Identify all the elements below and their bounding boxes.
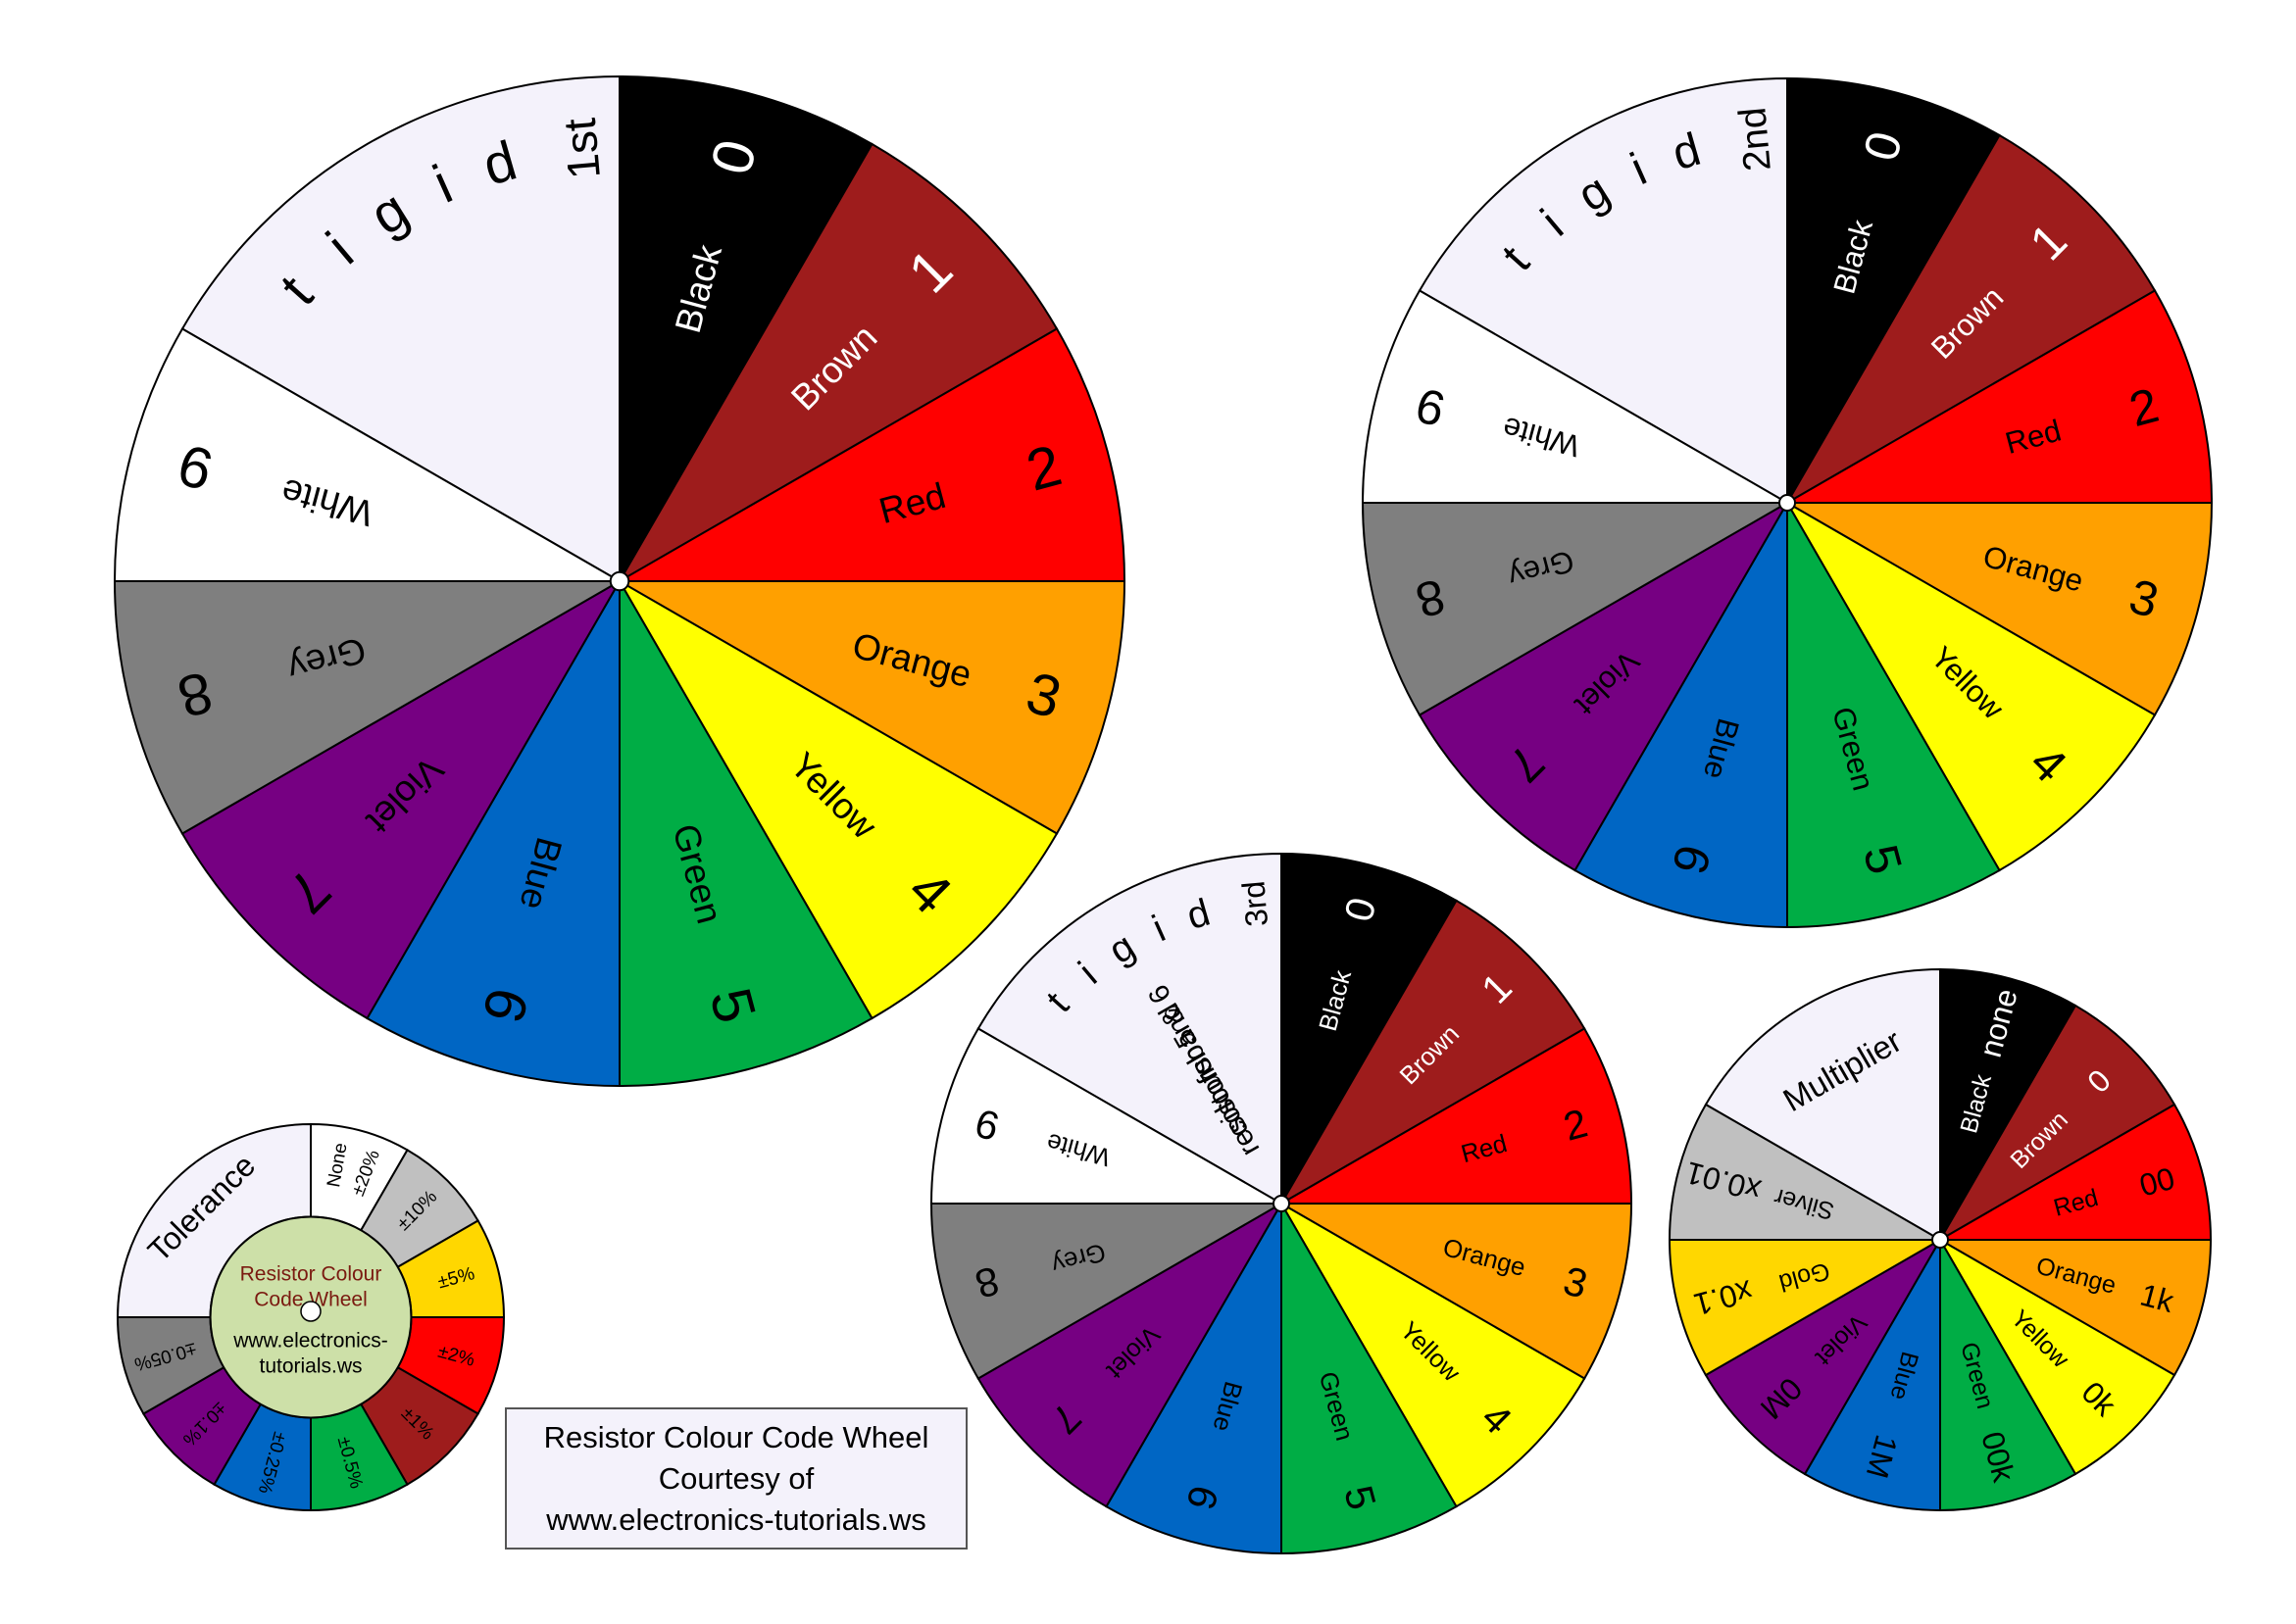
segment-red (1277, 1027, 1633, 1205)
blank-ordinal: 1st (554, 117, 610, 181)
pivot-hole (609, 570, 630, 592)
segment-green (1786, 499, 2001, 929)
center-title-line: Code Wheel (254, 1289, 368, 1311)
segment-yellow (1937, 1237, 2176, 1476)
pivot-hole (1778, 494, 1796, 512)
credit-box: Resistor Colour Code Wheel Courtesy of w… (505, 1407, 968, 1550)
segment-black (1786, 76, 2001, 507)
segment-orange (616, 580, 1126, 835)
pivot-hole (300, 1301, 322, 1322)
pivot-hole (1273, 1195, 1290, 1212)
first-digit-blank-segment (180, 74, 622, 583)
segment-orange (1783, 502, 2214, 716)
segment-green (1939, 1236, 2077, 1512)
segment-violet (1418, 500, 1790, 872)
credit-line-2: Courtesy of (658, 1460, 815, 1496)
segment-red (1936, 1103, 2213, 1241)
tolerance-wheel[interactable]: None±20%±10%±5%±2%±1%±0.5%±0.25%±0.1%±0.… (116, 1122, 506, 1512)
segment-blue (366, 577, 621, 1088)
segment-violet (180, 578, 623, 1020)
credit-line-1: Resistor Colour Code Wheel (543, 1419, 929, 1454)
credit-line-3: www.electronics-tutorials.ws (546, 1501, 926, 1537)
segment-brown (1937, 1004, 2176, 1243)
segment-gold (1668, 1239, 1944, 1377)
segment-blue (1573, 499, 1788, 929)
segment-blue (1105, 1200, 1282, 1555)
center-url-line: www.electronics- (232, 1330, 388, 1353)
segment-orange (1936, 1239, 2213, 1377)
multiplier-blank-segment (1704, 967, 1941, 1242)
segment-violet (976, 1201, 1284, 1508)
segment-red (1783, 289, 2214, 504)
segment-white (1361, 289, 1791, 504)
segment-brown (1278, 899, 1586, 1206)
segment-brown (617, 142, 1059, 584)
segment-grey (929, 1203, 1285, 1380)
segment-grey (113, 580, 624, 835)
segment-green (619, 577, 873, 1088)
segment-white (113, 327, 624, 582)
segment-yellow (617, 578, 1059, 1020)
segment-orange (1277, 1203, 1633, 1380)
segment-white (929, 1027, 1285, 1205)
second-digit-blank-segment (1418, 76, 1789, 505)
segment-black (619, 74, 873, 585)
center-title-line: Resistor Colour (240, 1263, 382, 1286)
blank-ordinal: 3rd (1235, 879, 1274, 927)
center-url-line: tutorials.ws (259, 1355, 362, 1378)
segment-green (1280, 1200, 1458, 1555)
segment-silver (1668, 1103, 1944, 1241)
blank-ordinal: 2nd (1731, 106, 1779, 173)
third-digit-blank-segment (976, 852, 1283, 1206)
segment-brown (1784, 133, 2157, 506)
segment-yellow (1784, 500, 2157, 872)
segment-black (1939, 967, 2077, 1244)
segment-blue (1803, 1236, 1941, 1512)
segment-red (616, 327, 1126, 582)
segment-black (1280, 852, 1458, 1207)
segment-yellow (1278, 1201, 1586, 1508)
segment-grey (1361, 502, 1791, 716)
segment-violet (1704, 1237, 1943, 1476)
pivot-hole (1931, 1231, 1949, 1249)
